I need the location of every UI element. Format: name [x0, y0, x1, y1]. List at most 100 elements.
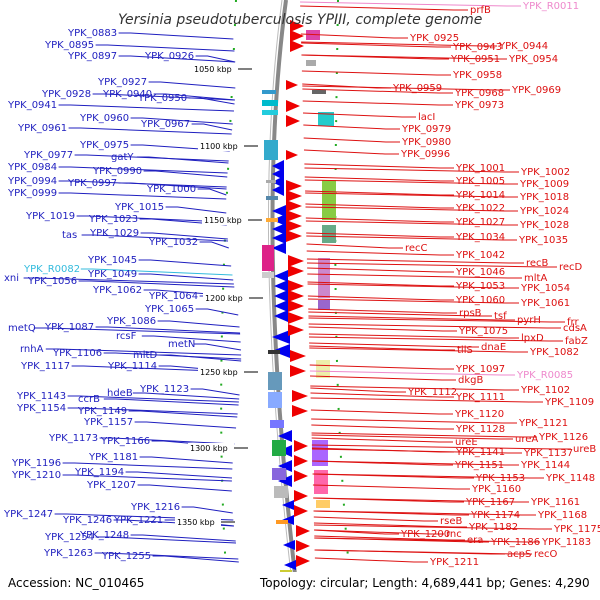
gene-label-pyrh[interactable]: pyrH	[517, 315, 541, 326]
gene-label-ypk-1157[interactable]: YPK_1157	[83, 417, 133, 428]
gene-label-ypk-0927[interactable]: YPK_0927	[97, 77, 147, 88]
gene-label-ypk-1117[interactable]: YPK_1117	[20, 361, 70, 372]
gene-label-lpxd[interactable]: lpxD	[521, 333, 544, 344]
gene-label-ypk-1032[interactable]: YPK_1032	[148, 237, 198, 248]
gene-label-ypk-1014[interactable]: YPK_1014	[455, 190, 505, 201]
gene-label-ypk-1109[interactable]: YPK_1109	[544, 397, 594, 408]
gene-label-ypk-1062[interactable]: YPK_1062	[92, 285, 142, 296]
gene-label-ypk-1161[interactable]: YPK_1161	[530, 497, 580, 508]
gene-label-era[interactable]: era	[467, 535, 483, 546]
gene-label-cdsa[interactable]: cdsA	[563, 323, 587, 334]
gene-label-ypk-1160[interactable]: YPK_1160	[471, 484, 521, 495]
gene-label-ypk-0926[interactable]: YPK_0926	[144, 51, 194, 62]
gene-label-ypk-1186[interactable]: YPK_1186	[490, 537, 540, 548]
gene-label-ypk-1263[interactable]: YPK_1263	[43, 548, 93, 559]
gene-label-ypk-1254[interactable]: YPK_1254	[44, 532, 94, 543]
gene-label-ypk-0984[interactable]: YPK_0984	[7, 162, 57, 173]
gene-label-tils[interactable]: tilS	[457, 345, 473, 356]
gene-label-metq[interactable]: metQ	[8, 323, 36, 334]
gene-label-ypk-1181[interactable]: YPK_1181	[88, 452, 138, 463]
gene-label-ypk-1126[interactable]: YPK_1126	[538, 432, 588, 443]
gene-label-ypk-0968[interactable]: YPK_0968	[454, 88, 504, 99]
gene-label-ypk-1207[interactable]: YPK_1207	[86, 480, 136, 491]
gene-label-dnae[interactable]: dnaE	[481, 342, 506, 353]
gene-label-ypk-1035[interactable]: YPK_1035	[518, 235, 568, 246]
gene-label-ypk-0973[interactable]: YPK_0973	[454, 100, 504, 111]
gene-label-ypk-1143[interactable]: YPK_1143	[16, 391, 66, 402]
gene-label-ypk-1183[interactable]: YPK_1183	[541, 537, 591, 548]
gene-label-ypk-1056[interactable]: YPK_1056	[27, 276, 77, 287]
gene-label-ypk-1211[interactable]: YPK_1211	[429, 557, 479, 568]
gene-label-ypk-0895[interactable]: YPK_0895	[44, 40, 94, 51]
gene-label-hdeb[interactable]: hdeB	[107, 388, 133, 399]
gene-label-reco[interactable]: recO	[534, 549, 558, 560]
gene-label-ypk-1120[interactable]: YPK_1120	[454, 409, 504, 420]
gene-label-frr[interactable]: frr	[567, 317, 579, 328]
gene-label-ypk-0996[interactable]: YPK_0996	[400, 149, 450, 160]
gene-label-ypk-1086[interactable]: YPK_1086	[106, 316, 156, 327]
gene-label-ypk-1029[interactable]: YPK_1029	[89, 228, 139, 239]
gene-label-ypk-1144[interactable]: YPK_1144	[520, 460, 570, 471]
gene-label-acps[interactable]: acpS	[507, 549, 531, 560]
gene-label-ypk-1075[interactable]: YPK_1075	[458, 326, 508, 337]
gene-label-ypk-1015[interactable]: YPK_1015	[114, 202, 164, 213]
gene-label-recc[interactable]: recC	[405, 243, 428, 254]
gene-label-ypk-0967[interactable]: YPK_0967	[140, 119, 190, 130]
gene-label-ypk-1087[interactable]: YPK_1087	[44, 322, 94, 333]
gene-label-rpsb[interactable]: rpsB	[459, 308, 482, 319]
gene-label-ypk-1175[interactable]: YPK_1175	[553, 524, 600, 535]
gene-label-ypk-1210[interactable]: YPK_1210	[11, 470, 61, 481]
gene-label-ypk-1182[interactable]: YPK_1182	[468, 522, 518, 533]
gene-label-ypk-1149[interactable]: YPK_1149	[77, 406, 127, 417]
gene-label-ypk-0941[interactable]: YPK_0941	[7, 100, 57, 111]
gene-label-ypk-0959[interactable]: YPK_0959	[392, 83, 442, 94]
gene-label-ypk-1002[interactable]: YPK_1002	[520, 167, 570, 178]
gene-label-ypk-1045[interactable]: YPK_1045	[87, 255, 137, 266]
gene-label-ypk-1000[interactable]: YPK_1000	[146, 184, 196, 195]
gene-label-ypk-0950[interactable]: YPK_0950	[137, 93, 187, 104]
gene-label-ypk-1248[interactable]: YPK_1248	[79, 530, 129, 541]
gene-label-ypk-0954[interactable]: YPK_0954	[508, 54, 558, 65]
gene-label-ypk-r0085[interactable]: YPK_R0085	[516, 370, 573, 381]
gene-label-ypk-r0011[interactable]: YPK_R0011	[522, 1, 579, 12]
gene-label-ypk-1173[interactable]: YPK_1173	[48, 433, 98, 444]
gene-label-ypk-1102[interactable]: YPK_1102	[520, 385, 570, 396]
gene-label-ypk-0969[interactable]: YPK_0969	[511, 85, 561, 96]
gene-label-rcsf[interactable]: rcsF	[116, 331, 137, 342]
gene-label-ypk-1022[interactable]: YPK_1022	[455, 203, 505, 214]
gene-label-metn[interactable]: metN	[168, 339, 195, 350]
gene-label-mltd[interactable]: mltD	[133, 350, 157, 361]
gene-label-prfb[interactable]: prfB	[470, 5, 491, 16]
gene-label-ypk-1034[interactable]: YPK_1034	[455, 232, 505, 243]
gene-label-ypk-1151[interactable]: YPK_1151	[454, 460, 504, 471]
gene-label-urea[interactable]: ureA	[515, 434, 538, 445]
gene-label-ypk-0977[interactable]: YPK_0977	[23, 150, 73, 161]
gene-label-rnc[interactable]: rnc	[446, 529, 462, 540]
gene-label-xni[interactable]: xni	[4, 273, 19, 284]
gene-label-ypk-1247[interactable]: YPK_1247	[3, 509, 53, 520]
gene-label-ypk-1174[interactable]: YPK_1174	[470, 510, 520, 521]
gene-label-ypk-0979[interactable]: YPK_0979	[401, 124, 451, 135]
gene-label-ypk-1148[interactable]: YPK_1148	[545, 473, 595, 484]
gene-label-ypk-1255[interactable]: YPK_1255	[101, 551, 151, 562]
gene-label-ypk-1137[interactable]: YPK_1137	[523, 448, 573, 459]
gene-label-ypk-0990[interactable]: YPK_0990	[92, 166, 142, 177]
gene-label-ypk-0999[interactable]: YPK_0999	[7, 188, 57, 199]
gene-label-ypk-0940[interactable]: YPK_0940	[102, 89, 152, 100]
gene-label-tsf[interactable]: tsf	[494, 311, 507, 322]
gene-label-ypk-0943[interactable]: YPK_0943	[452, 42, 502, 53]
gene-label-ypk-1121[interactable]: YPK_1121	[518, 418, 568, 429]
gene-label-mlta[interactable]: mltA	[524, 273, 547, 284]
gene-label-rseb[interactable]: rseB	[440, 516, 462, 527]
gene-label-ypk-1106[interactable]: YPK_1106	[52, 348, 102, 359]
gene-label-ypk-1065[interactable]: YPK_1065	[144, 304, 194, 315]
gene-label-ypk-1168[interactable]: YPK_1168	[537, 510, 587, 521]
gene-label-ypk-1112[interactable]: YPK_1112	[407, 387, 457, 398]
gene-label-ypk-0925[interactable]: YPK_0925	[409, 33, 459, 44]
gene-label-ypk-1054[interactable]: YPK_1054	[520, 283, 570, 294]
gene-label-tas[interactable]: tas	[62, 230, 77, 241]
gene-label-ypk-1114[interactable]: YPK_1114	[107, 361, 157, 372]
gene-label-ypk-1061[interactable]: YPK_1061	[520, 298, 570, 309]
gene-label-ypk-1221[interactable]: YPK_1221	[113, 515, 163, 526]
gene-label-ypk-1027[interactable]: YPK_1027	[455, 217, 505, 228]
